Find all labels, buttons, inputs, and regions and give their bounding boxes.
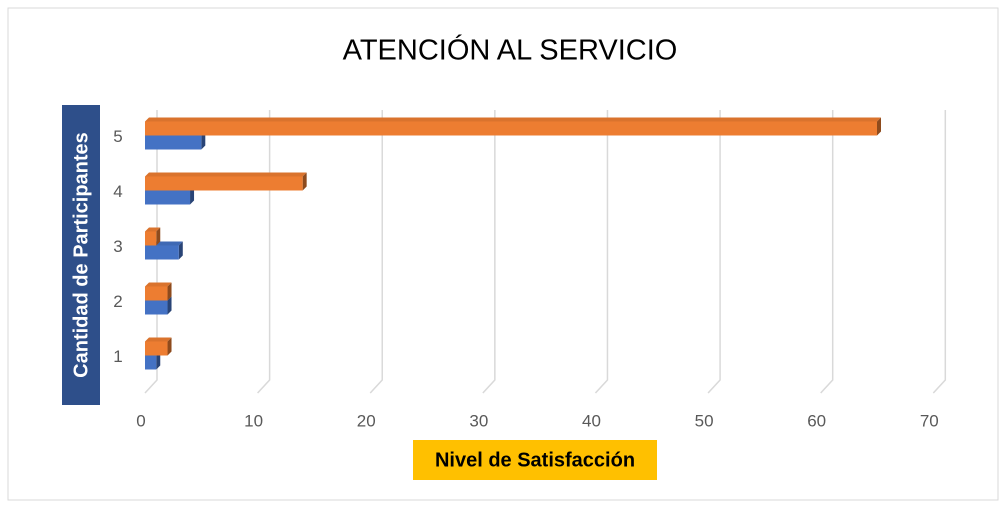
bar (145, 190, 191, 205)
bar (145, 355, 157, 370)
x-tick-label: 20 (357, 411, 376, 430)
bar-top (145, 282, 172, 287)
y-label-box (62, 105, 100, 405)
x-label-box (413, 440, 657, 480)
bar (145, 121, 877, 136)
bar (145, 176, 303, 191)
y-tick-label: 3 (113, 237, 122, 256)
x-tick-label: 70 (920, 411, 939, 430)
bar (145, 341, 168, 356)
bar-side (190, 186, 195, 205)
bar-side (877, 117, 881, 136)
bar-side (178, 241, 183, 260)
x-tick-label: 10 (244, 411, 263, 430)
bar (145, 231, 157, 246)
grid-line (257, 110, 271, 394)
bar-top (145, 337, 172, 342)
y-tick-label: 5 (113, 127, 122, 146)
y-tick-label: 2 (113, 292, 122, 311)
bar-side (167, 337, 172, 356)
bar (145, 300, 168, 315)
bar-side (156, 351, 161, 370)
y-tick-label: 1 (113, 347, 122, 366)
x-tick-label: 30 (469, 411, 488, 430)
chart-title: ATENCIÓN AL SERVICIO (343, 34, 678, 67)
bar-side (201, 131, 206, 150)
y-tick-label: 4 (113, 182, 122, 201)
grid-line (932, 110, 947, 394)
grid-line (369, 110, 383, 394)
x-tick-label: 50 (695, 411, 714, 430)
bar (145, 245, 179, 260)
bar-top (145, 172, 307, 177)
bar (145, 286, 168, 301)
grid-line (482, 110, 496, 394)
bar-side (167, 296, 172, 315)
x-tick-label: 60 (807, 411, 826, 430)
x-tick-label: 0 (136, 411, 145, 430)
bar-side (156, 227, 161, 246)
grid-line (594, 110, 609, 394)
bar (145, 135, 202, 150)
bar-top (145, 117, 881, 122)
x-tick-label: 40 (582, 411, 601, 430)
y-axis-label: Cantidad de Participantes (70, 132, 92, 378)
x-axis-label: Nivel de Satisfacción (435, 449, 635, 471)
grid-line (820, 110, 834, 394)
grid-line (707, 110, 721, 394)
bar-side (302, 172, 307, 191)
bar-top (145, 227, 161, 232)
bar-side (167, 282, 172, 301)
